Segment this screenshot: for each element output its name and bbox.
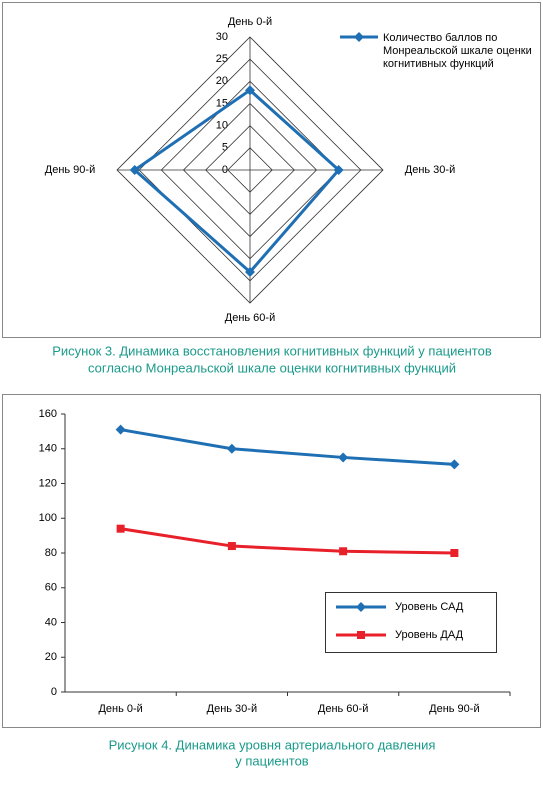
y-tick-label: 0 xyxy=(51,686,57,698)
y-tick-label: 80 xyxy=(45,547,57,559)
marker xyxy=(357,631,365,639)
marker xyxy=(449,459,460,470)
series-line xyxy=(120,527,455,555)
y-tick-label: 120 xyxy=(39,477,57,489)
caption: Рисунок 3. Динамика восстановления когни… xyxy=(52,343,492,358)
category-label: День 90-й xyxy=(45,164,95,176)
y-tick-label: 40 xyxy=(45,616,57,628)
r-tick-label: 10 xyxy=(216,120,228,132)
legend-label: Количество баллов по Монреальской шкале … xyxy=(383,32,532,70)
legend-label: Уровень ДАД xyxy=(395,629,464,641)
marker xyxy=(129,165,140,175)
y-tick-label: 140 xyxy=(39,443,57,455)
y-tick-label: 20 xyxy=(45,651,57,663)
caption: Рисунок 4. Динамика уровня артериального… xyxy=(109,737,436,752)
marker xyxy=(115,424,126,435)
marker xyxy=(116,524,125,533)
marker xyxy=(339,547,348,556)
marker xyxy=(245,266,255,277)
series-line xyxy=(120,428,455,466)
x-tick-label: День 60-й xyxy=(318,703,368,715)
marker xyxy=(450,549,459,557)
y-tick-label: 100 xyxy=(39,512,57,524)
caption: согласно Монреальской шкале оценки когни… xyxy=(88,360,456,375)
r-tick-label: 20 xyxy=(216,75,228,87)
r-tick-label: 5 xyxy=(222,142,228,154)
chart-frame xyxy=(2,394,541,728)
category-label: День 0-й xyxy=(228,16,272,28)
chart-frame xyxy=(2,2,541,338)
legend-label: Уровень САД xyxy=(395,601,464,613)
r-tick-label: 30 xyxy=(216,31,228,43)
y-tick-label: 60 xyxy=(45,582,57,594)
category-label: День 30-й xyxy=(405,164,455,176)
marker xyxy=(227,542,236,551)
y-tick-label: 160 xyxy=(39,408,57,420)
marker xyxy=(338,452,349,463)
marker xyxy=(356,602,366,612)
x-tick-label: День 0-й xyxy=(98,703,142,715)
marker xyxy=(333,165,344,175)
x-tick-label: День 90-й xyxy=(429,703,479,715)
marker xyxy=(226,443,237,454)
marker xyxy=(354,32,364,42)
caption: у пациентов xyxy=(235,753,309,768)
x-tick-label: День 30-й xyxy=(207,703,257,715)
category-label: День 60-й xyxy=(225,312,275,324)
r-tick-label: 25 xyxy=(216,53,228,65)
marker xyxy=(245,85,255,96)
legend-box xyxy=(325,592,497,653)
